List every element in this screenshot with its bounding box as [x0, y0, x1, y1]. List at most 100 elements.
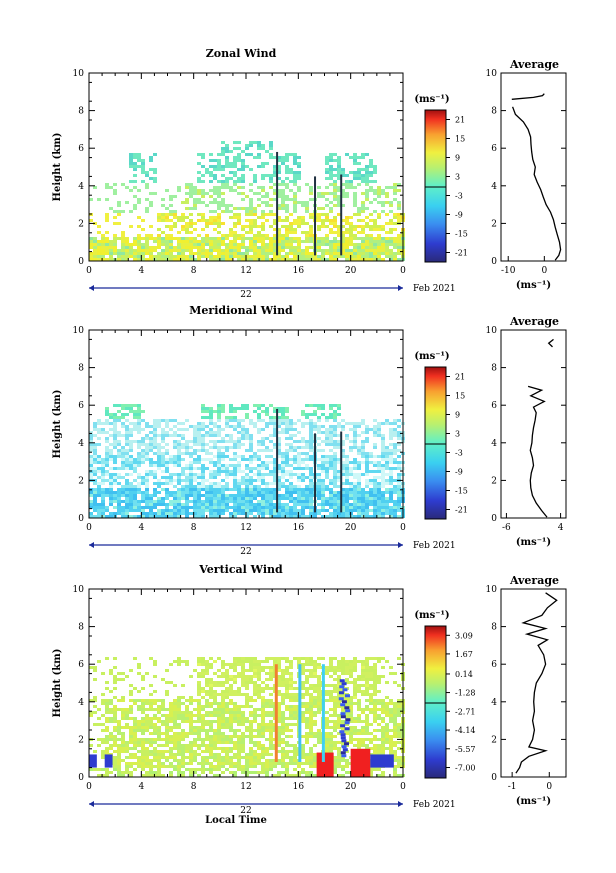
profile-x-tick-label: -6 [502, 523, 511, 533]
colorbar-gradient [424, 109, 447, 263]
y-tick-label: 4 [78, 698, 84, 708]
profile-y-tick-label: 0 [491, 257, 497, 267]
x-tick-label: 16 [293, 523, 305, 533]
colorbar-tick-label: 3.09 [455, 631, 473, 640]
colorbar-tick-label: -15 [455, 230, 468, 239]
y-tick-label: 6 [78, 144, 84, 154]
profile-x-tick-label: 4 [558, 523, 564, 533]
profile-title: Average [509, 574, 559, 587]
y-tick-label: 2 [78, 735, 84, 745]
x-tick-label: 0 [400, 523, 406, 533]
date-axis-arrow-right [398, 801, 403, 807]
profile-y-tick-label: 4 [491, 698, 497, 708]
y-tick-label: 8 [78, 364, 84, 374]
date-axis-arrow-left [89, 542, 94, 548]
profile-x-label: (ms⁻¹) [516, 280, 551, 291]
x-tick-label: 8 [191, 266, 197, 276]
profile-frame [500, 72, 567, 262]
y-axis-label: Height (km) [52, 649, 63, 718]
x-tick-label: 8 [191, 782, 197, 792]
colorbar-tick-label: -1.28 [455, 689, 476, 698]
profile-frame [500, 329, 567, 519]
x-tick-label: 12 [240, 782, 251, 792]
average-profile: Average 0 2 4 6 8 10 -10 0 (ms⁻¹) [486, 58, 567, 291]
date-day-label: 22 [240, 806, 251, 816]
date-day-label: 22 [240, 547, 251, 557]
colorbar-tick-label: -3 [455, 192, 463, 201]
x-tick-label: 8 [191, 523, 197, 533]
profile-title: Average [509, 315, 559, 328]
profile-y-tick-label: 4 [491, 182, 497, 192]
panel-title: Meridional Wind [189, 304, 293, 317]
y-tick-label: 0 [78, 773, 84, 783]
colorbar-tick-label: -15 [455, 487, 468, 496]
profile-line-upper [547, 338, 554, 348]
x-tick-label: 4 [138, 523, 144, 533]
x-tick-label: 16 [293, 782, 305, 792]
average-profile: Average 0 2 4 6 8 10 -6 4 (ms⁻¹) [486, 315, 567, 548]
profile-y-tick-label: 10 [486, 326, 498, 336]
profile-y-tick-label: 2 [491, 219, 497, 229]
profile-y-tick-label: 10 [486, 69, 498, 79]
x-tick-label: 0 [86, 523, 92, 533]
x-tick-label: 0 [86, 266, 92, 276]
colorbar-tick-label: 9 [455, 411, 460, 420]
y-tick-label: 6 [78, 401, 84, 411]
profile-y-tick-label: 6 [491, 660, 497, 670]
y-tick-label: 4 [78, 439, 84, 449]
profile-x-tick-label: -10 [501, 266, 516, 276]
profile-y-tick-label: 6 [491, 144, 497, 154]
colorbar-tick-label: 9 [455, 154, 460, 163]
colorbar-tick-label: -9 [455, 211, 463, 220]
y-tick-label: 10 [73, 585, 85, 595]
profile-line [515, 592, 558, 774]
profile-y-tick-label: 8 [491, 623, 497, 633]
profile-title: Average [509, 58, 559, 71]
date-axis-arrow-right [398, 285, 403, 291]
x-tick-label: 0 [400, 782, 406, 792]
y-tick-label: 10 [73, 326, 85, 336]
profile-x-label: (ms⁻¹) [516, 796, 551, 807]
heatmap-field [89, 404, 405, 518]
x-tick-label: 20 [345, 523, 357, 533]
profile-frame [500, 588, 567, 778]
colorbar-tick-label: -21 [455, 249, 468, 258]
y-tick-label: 2 [78, 476, 84, 486]
colorbar-tick-label: -2.71 [455, 707, 476, 716]
colorbar-tick-label: 21 [455, 373, 465, 382]
date-month-label: Feb 2021 [413, 284, 456, 294]
profile-y-tick-label: 10 [486, 585, 498, 595]
colorbar-unit: (ms⁻¹) [414, 351, 449, 362]
colorbar-tick-label: 21 [455, 116, 465, 125]
colorbar-tick-label: 15 [455, 135, 465, 144]
x-tick-label: 4 [138, 782, 144, 792]
profile-x-tick-label: 0 [546, 782, 552, 792]
y-tick-label: 6 [78, 660, 84, 670]
profile-y-tick-label: 2 [491, 476, 497, 486]
profile-line [511, 106, 562, 261]
colorbar: (ms⁻¹) 3.09 1.67 0.14 -1.28 -2.71 -4.14 -5.57 -7… [414, 610, 476, 779]
date-month-label: Feb 2021 [413, 541, 456, 551]
date-month-label: Feb 2021 [413, 800, 456, 810]
colorbar-tick-label: -5.57 [455, 745, 476, 754]
date-axis-arrow-left [89, 801, 94, 807]
x-tick-label: 20 [345, 266, 357, 276]
colorbar-unit: (ms⁻¹) [414, 94, 449, 105]
profile-x-tick-label: -1 [508, 782, 517, 792]
x-axis-label: Local Time [205, 815, 267, 826]
panel-title: Vertical Wind [198, 563, 283, 576]
colorbar-tick-label: 15 [455, 392, 465, 401]
panel-title: Zonal Wind [206, 47, 277, 60]
profile-y-tick-label: 8 [491, 107, 497, 117]
colorbar-unit: (ms⁻¹) [414, 610, 449, 621]
heatmap-field [89, 141, 405, 261]
colorbar-tick-label: -3 [455, 449, 463, 458]
profile-y-tick-label: 2 [491, 735, 497, 745]
colorbar-gradient [424, 625, 447, 779]
profile-y-tick-label: 6 [491, 401, 497, 411]
profile-line [527, 385, 548, 518]
y-tick-label: 8 [78, 107, 84, 117]
profile-y-tick-label: 0 [491, 773, 497, 783]
